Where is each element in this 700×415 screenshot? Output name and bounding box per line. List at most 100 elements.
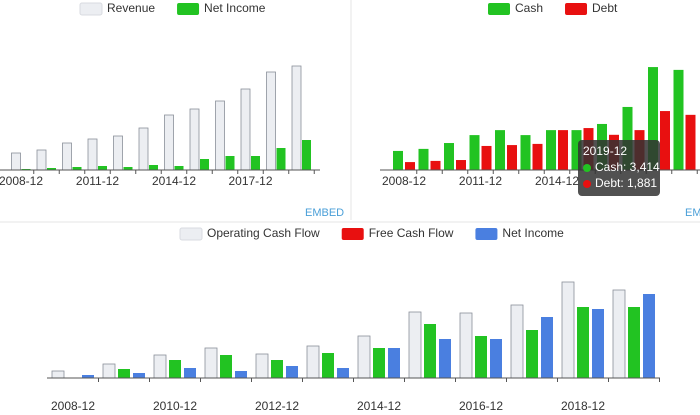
x-tick-label: 2008-12 xyxy=(382,174,426,188)
bar xyxy=(72,167,82,170)
bar xyxy=(648,67,658,170)
legend-swatch xyxy=(177,3,200,15)
legend-label: Cash xyxy=(515,1,543,15)
bar xyxy=(510,304,524,379)
bar xyxy=(251,156,260,170)
bar xyxy=(541,317,553,378)
bar xyxy=(558,130,568,170)
bar xyxy=(337,368,349,378)
bar xyxy=(149,165,158,170)
legend-swatch xyxy=(79,2,103,16)
bar xyxy=(643,294,655,378)
legend-swatch xyxy=(488,3,510,15)
bar xyxy=(408,311,422,379)
bar xyxy=(240,88,251,171)
x-tick-label: 2011-12 xyxy=(459,174,502,188)
bar xyxy=(113,135,123,171)
bar xyxy=(475,336,487,378)
legend-label: Revenue xyxy=(107,1,155,15)
tooltip-dot xyxy=(583,164,591,172)
legend-swatch xyxy=(179,227,203,241)
legend-label: Net Income xyxy=(502,226,564,240)
bar xyxy=(439,339,451,378)
bar xyxy=(685,114,696,170)
bar xyxy=(373,348,385,378)
bar xyxy=(169,360,181,378)
x-tick-label: 2008-12 xyxy=(51,399,95,413)
embed-link[interactable]: EMBED xyxy=(305,207,344,219)
x-tick-label: 2014-12 xyxy=(535,174,579,188)
bar xyxy=(220,355,232,378)
tooltip-line: Cash: 3,414 xyxy=(595,160,660,174)
bar xyxy=(393,150,403,170)
embed-link[interactable]: EMBED xyxy=(685,207,700,219)
tooltip: 2019-12 Cash: 3,414 Debt: 1,881 xyxy=(578,140,660,196)
bar xyxy=(444,143,454,170)
bar xyxy=(82,375,94,378)
bar xyxy=(507,145,517,170)
bar xyxy=(561,281,575,379)
bar xyxy=(577,307,589,378)
bar xyxy=(62,142,72,171)
bar xyxy=(622,106,633,170)
bar xyxy=(174,166,184,170)
bar xyxy=(200,159,209,170)
bar xyxy=(532,143,543,170)
bar xyxy=(612,289,626,379)
bar xyxy=(118,369,130,378)
bar xyxy=(322,353,334,378)
bar xyxy=(266,71,276,171)
legend-swatch xyxy=(341,228,364,240)
x-tick-label: 2011-12 xyxy=(76,174,119,188)
tooltip-box xyxy=(578,140,660,196)
legend-label: Net Income xyxy=(204,1,266,15)
bar xyxy=(459,312,473,379)
tooltip-line: Debt: 1,881 xyxy=(595,176,657,190)
bar xyxy=(430,160,441,170)
legend-label: Operating Cash Flow xyxy=(207,226,320,240)
bar xyxy=(138,127,149,171)
bar xyxy=(490,339,502,378)
bar xyxy=(133,373,145,378)
bar xyxy=(271,360,283,378)
bar xyxy=(204,347,218,379)
bar xyxy=(276,148,286,170)
bar xyxy=(418,148,429,170)
bar xyxy=(571,130,582,170)
tooltip-title: 2019-12 xyxy=(583,144,627,158)
bar xyxy=(291,65,302,171)
bar xyxy=(123,167,133,170)
bar xyxy=(592,309,604,378)
bar xyxy=(286,366,298,378)
bar xyxy=(481,145,492,170)
legend-label: Debt xyxy=(592,1,618,15)
bar xyxy=(306,345,320,379)
bar xyxy=(495,130,505,170)
bar xyxy=(660,111,670,170)
bar xyxy=(102,363,116,379)
legend-swatch xyxy=(475,228,498,240)
x-tick-label: 2010-12 xyxy=(153,399,197,413)
bar xyxy=(255,353,269,379)
bar xyxy=(189,108,200,171)
bar xyxy=(546,130,556,170)
bar xyxy=(153,354,167,379)
bar xyxy=(520,135,531,170)
bar xyxy=(673,69,684,170)
bar xyxy=(225,156,235,170)
x-tick-label: 2008-12 xyxy=(0,174,43,188)
bar xyxy=(47,168,56,170)
bar xyxy=(456,160,466,170)
bar xyxy=(405,162,415,170)
bar xyxy=(11,152,21,171)
bar xyxy=(215,100,225,171)
bar xyxy=(36,149,47,171)
bar xyxy=(164,114,174,171)
bar xyxy=(184,368,196,378)
x-tick-label: 2016-12 xyxy=(459,399,503,413)
bar xyxy=(98,166,107,170)
bar xyxy=(469,135,480,170)
bar xyxy=(526,330,538,378)
x-tick-label: 2014-12 xyxy=(152,174,196,188)
